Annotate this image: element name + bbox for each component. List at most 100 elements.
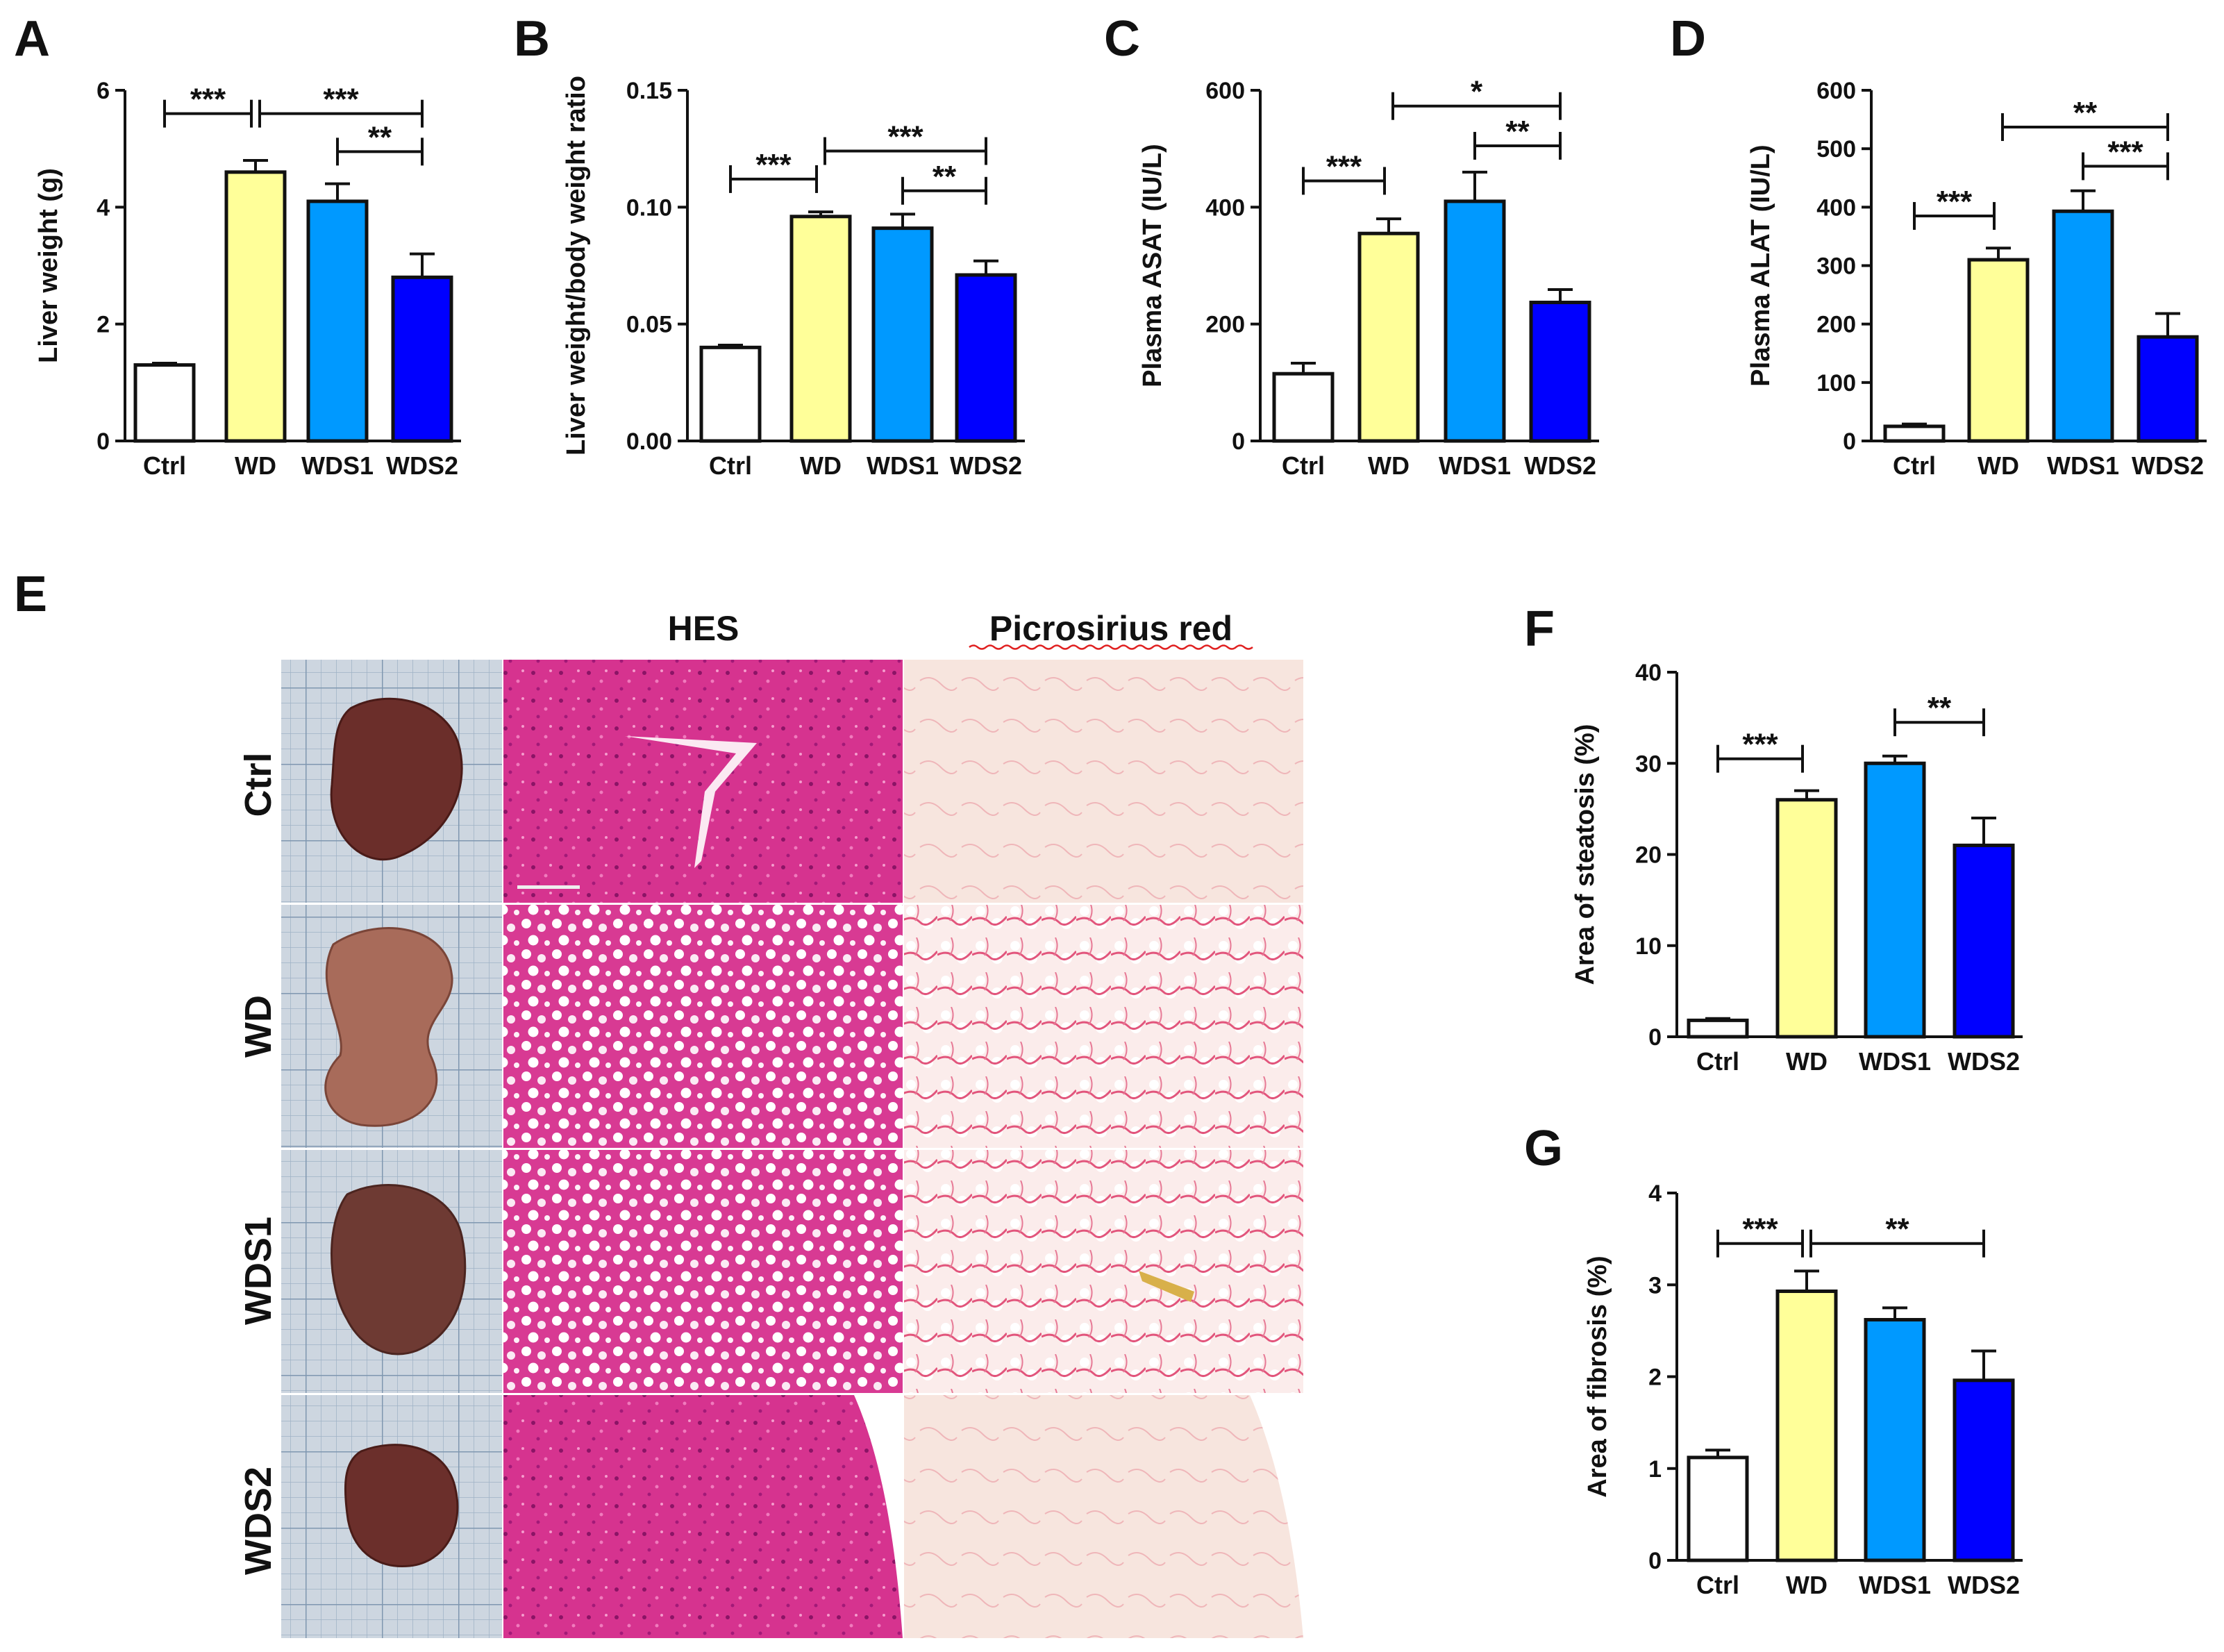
y-tick-label-f: 20: [1635, 842, 1662, 869]
bar-a-wds1: [306, 199, 369, 443]
y-tick-label-f: 30: [1635, 751, 1662, 777]
x-category-label-c: WD: [1368, 451, 1410, 480]
sig-label-b: **: [933, 160, 957, 194]
hes-image-wd: [503, 905, 903, 1148]
sig-label-f: ***: [1742, 728, 1778, 762]
y-tick-label-f: 10: [1635, 933, 1662, 960]
hes-edge-wds2: [854, 1395, 903, 1638]
x-category-label-b: WDS2: [950, 451, 1022, 480]
sig-label-d: ***: [2107, 135, 2143, 169]
y-tick-label-c: 0: [1232, 428, 1245, 455]
x-category-label-f: WDS2: [1948, 1047, 2020, 1076]
bar-a-wds2: [391, 275, 453, 443]
y-tick-label-c: 400: [1205, 194, 1245, 221]
sig-label-a: **: [368, 120, 392, 154]
x-category-label-c: WDS2: [1524, 451, 1596, 480]
y-axis-label-f: Area of steatosis (%): [1571, 724, 1600, 985]
hes-image-wds1: [503, 1150, 903, 1393]
x-category-label-d: Ctrl: [1893, 451, 1936, 480]
bar-c-wds2: [1529, 301, 1591, 443]
y-tick-label-d: 400: [1816, 194, 1856, 221]
x-category-label-c: WDS1: [1439, 451, 1511, 480]
bar-f-wd: [1775, 798, 1838, 1039]
sig-label-g: ***: [1742, 1212, 1778, 1246]
y-tick-label-d: 100: [1816, 370, 1856, 397]
sig-label-d: **: [2073, 96, 2098, 130]
sig-label-c: **: [1505, 115, 1530, 149]
y-tick-label-d: 200: [1816, 312, 1856, 338]
liver-specimen-wds2: [344, 1444, 459, 1568]
x-category-label-a: WDS2: [386, 451, 458, 480]
sirius-edge-wds2: [1250, 1395, 1303, 1638]
hes-image-wds2: [503, 1395, 903, 1638]
y-tick-label-d: 500: [1816, 136, 1856, 162]
row-label-ctrl: Ctrl: [237, 753, 279, 817]
y-tick-label-g: 4: [1648, 1180, 1662, 1207]
y-tick-label-d: 600: [1816, 78, 1856, 104]
chart-panel-f: F 0 10 20 30 40 Area of steatosis (%) Ctrl WD WDS…: [1524, 601, 2023, 1076]
panel-label-b: B: [514, 11, 550, 67]
panel-label-c: C: [1104, 11, 1140, 67]
bar-c-wd: [1357, 231, 1420, 443]
y-axis-label-c: Plasma ASAT (IU/L): [1138, 144, 1167, 387]
bar-f-ctrl: [1687, 1018, 1749, 1039]
sig-label-a: ***: [323, 83, 359, 117]
bar-b-ctrl: [699, 345, 762, 443]
y-tick-label-g: 3: [1648, 1272, 1662, 1299]
y-tick-label-g: 0: [1648, 1548, 1662, 1574]
x-category-label-a: WD: [235, 451, 276, 480]
panel-label-e: E: [14, 567, 47, 622]
y-tick-label-g: 1: [1648, 1456, 1662, 1483]
x-category-label-f: Ctrl: [1696, 1047, 1739, 1076]
x-category-label-f: WD: [1786, 1047, 1828, 1076]
y-tick-label-c: 200: [1205, 312, 1245, 338]
x-category-label-d: WDS2: [2132, 451, 2204, 480]
bar-d-wds2: [2137, 335, 2199, 443]
bar-g-wds1: [1864, 1318, 1926, 1562]
y-tick-label-d: 0: [1843, 428, 1856, 455]
sirius-vessel-wds1: [1139, 1271, 1194, 1302]
bar-d-ctrl: [1883, 424, 1946, 443]
y-tick-label-b: 0.15: [626, 78, 672, 104]
panel-label-d: D: [1670, 11, 1706, 67]
x-category-label-g: WDS1: [1859, 1571, 1931, 1599]
sig-label-c: ***: [1326, 149, 1362, 183]
bar-a-wd: [224, 170, 287, 443]
bar-c-ctrl: [1272, 372, 1335, 443]
y-axis-label-b: Liver weight/body weight ratio: [562, 76, 591, 456]
bar-g-ctrl: [1687, 1455, 1749, 1562]
sig-label-f: **: [1928, 691, 1952, 725]
bar-c-wds1: [1444, 199, 1506, 443]
y-tick-label-g: 2: [1648, 1365, 1662, 1391]
liver-specimen-wds1: [331, 1184, 467, 1355]
panel-label-g: G: [1524, 1121, 1563, 1176]
y-axis-label-a: Liver weight (g): [34, 168, 63, 363]
sig-label-d: ***: [1937, 185, 1973, 219]
y-tick-label-f: 40: [1635, 660, 1662, 686]
sig-label-a: ***: [190, 83, 226, 117]
y-tick-label-b: 0.00: [626, 428, 672, 455]
column-header-hes: HES: [668, 609, 739, 648]
y-tick-label-a: 0: [97, 428, 110, 455]
bar-g-wds2: [1953, 1378, 2015, 1562]
x-category-label-g: Ctrl: [1696, 1571, 1739, 1599]
x-category-label-g: WDS2: [1948, 1571, 2020, 1599]
chart-panel-g: G 0 1 2 3 4 Area of fibrosis (%) Ctrl WD WDS1 WDS2…: [1524, 1121, 2023, 1599]
row-label-wds2: WDS2: [237, 1467, 279, 1575]
x-category-label-a: Ctrl: [143, 451, 186, 480]
x-category-label-f: WDS1: [1859, 1047, 1931, 1076]
bar-d-wd: [1967, 258, 2030, 443]
y-tick-label-a: 6: [97, 78, 110, 104]
bar-b-wds1: [871, 226, 934, 443]
x-category-label-d: WDS1: [2047, 451, 2119, 480]
bar-d-wds1: [2052, 209, 2114, 443]
y-tick-label-c: 600: [1205, 78, 1245, 104]
sig-label-b: ***: [755, 148, 792, 182]
y-tick-label-b: 0.05: [626, 312, 672, 338]
y-tick-label-d: 300: [1816, 253, 1856, 280]
bar-g-wd: [1775, 1290, 1838, 1562]
sig-label-g: **: [1885, 1212, 1909, 1246]
x-category-label-d: WD: [1978, 451, 2019, 480]
